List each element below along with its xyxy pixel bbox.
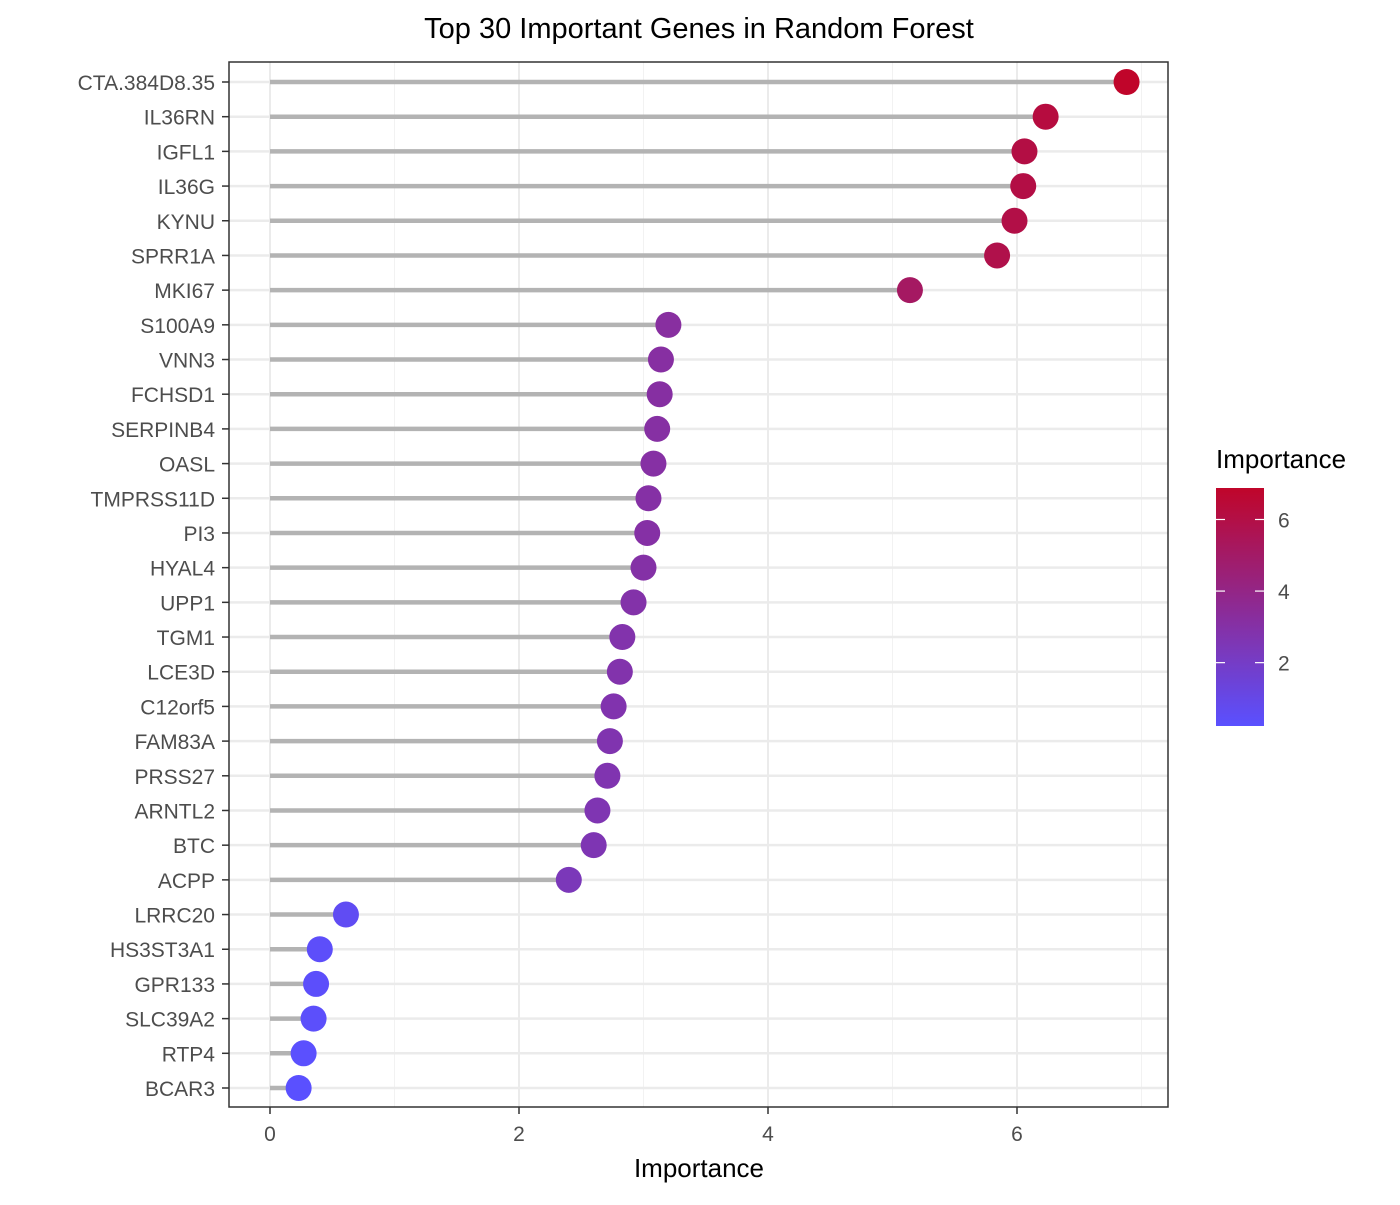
lollipop-point bbox=[647, 346, 674, 373]
lollipop-point bbox=[594, 762, 621, 789]
y-tick-label: FAM83A bbox=[134, 731, 215, 754]
y-tick-label: ARNTL2 bbox=[134, 800, 215, 823]
y-tick-label: KYNU bbox=[157, 211, 215, 234]
legend-colorbar bbox=[1216, 488, 1264, 726]
y-tick-label: LRRC20 bbox=[134, 905, 215, 928]
legend: Importance 2 4 6 bbox=[1216, 444, 1346, 726]
lollipop-point bbox=[1011, 138, 1038, 165]
panel-background bbox=[229, 62, 1168, 1107]
y-tick-label: BCAR3 bbox=[145, 1078, 215, 1101]
y-tick-label: IL36G bbox=[158, 176, 215, 199]
x-axis-label: Importance bbox=[634, 1153, 764, 1183]
x-axis: 0 2 4 6 bbox=[264, 1107, 1023, 1146]
x-tick-label: 4 bbox=[762, 1123, 774, 1146]
y-tick-label: UPP1 bbox=[160, 592, 215, 615]
lollipop-point bbox=[655, 311, 682, 338]
y-tick-label: ACPP bbox=[158, 870, 215, 893]
legend-title: Importance bbox=[1216, 444, 1346, 474]
lollipop-point bbox=[584, 797, 611, 824]
lollipop-point bbox=[1032, 103, 1059, 130]
lollipop-point bbox=[644, 415, 671, 442]
y-tick-label: TGM1 bbox=[157, 627, 215, 650]
lollipop-point bbox=[290, 1040, 317, 1067]
y-tick-label: LCE3D bbox=[147, 662, 215, 685]
lollipop-point bbox=[285, 1075, 312, 1101]
y-tick-label: IGFL1 bbox=[157, 141, 215, 164]
lollipop-point bbox=[300, 1005, 327, 1032]
lollipop-point bbox=[1001, 207, 1028, 234]
lollipop-point bbox=[984, 242, 1011, 269]
legend-tick-label: 2 bbox=[1278, 653, 1290, 676]
y-tick-label: MKI67 bbox=[154, 280, 215, 303]
lollipop-point bbox=[609, 624, 636, 651]
lollipop-point bbox=[634, 519, 661, 546]
lollipop-point bbox=[303, 970, 330, 997]
lollipop-point bbox=[896, 277, 923, 304]
y-tick-label: IL36RN bbox=[144, 107, 215, 130]
y-tick-label: C12orf5 bbox=[140, 696, 215, 719]
y-axis: CTA.384D8.35 IL36RN IGFL1 IL36G KYNU SPRR1A MK… bbox=[78, 72, 229, 1101]
y-tick-label: OASL bbox=[159, 454, 215, 477]
lollipop-point bbox=[596, 728, 623, 755]
lollipop-point bbox=[1113, 69, 1140, 95]
lollipop-point bbox=[580, 832, 607, 859]
y-tick-label: HYAL4 bbox=[150, 558, 215, 581]
y-tick-label: HS3ST3A1 bbox=[110, 939, 215, 962]
lollipop-point bbox=[600, 693, 627, 720]
y-tick-label: PI3 bbox=[183, 523, 215, 546]
lollipop-point bbox=[606, 658, 633, 685]
lollipop-point bbox=[646, 381, 673, 408]
chart-title: Top 30 Important Genes in Random Forest bbox=[424, 13, 974, 45]
legend-tick-label: 4 bbox=[1278, 581, 1290, 604]
y-tick-label: VNN3 bbox=[159, 350, 215, 373]
lollipop-point bbox=[630, 554, 657, 581]
y-tick-label: SPRR1A bbox=[131, 245, 215, 268]
legend-tick-label: 6 bbox=[1278, 509, 1290, 532]
y-tick-label: GPR133 bbox=[134, 974, 215, 997]
x-tick-label: 6 bbox=[1011, 1123, 1023, 1146]
x-tick-label: 2 bbox=[513, 1123, 525, 1146]
x-tick-label: 0 bbox=[264, 1123, 276, 1146]
panel-border bbox=[228, 61, 1169, 1108]
lollipop-point bbox=[555, 866, 582, 893]
y-tick-label: S100A9 bbox=[140, 315, 215, 338]
y-tick-label: SLC39A2 bbox=[125, 1009, 215, 1032]
lollipop-point bbox=[332, 901, 359, 928]
y-tick-label: PRSS27 bbox=[134, 766, 215, 789]
lollipop-point bbox=[640, 450, 667, 477]
y-tick-label: SERPINB4 bbox=[111, 419, 215, 442]
lollipop-point bbox=[620, 589, 647, 616]
y-tick-label: RTP4 bbox=[162, 1043, 216, 1066]
y-tick-label: TMPRSS11D bbox=[91, 488, 215, 511]
lollipop-point bbox=[1010, 173, 1037, 200]
lollipop-point bbox=[635, 485, 662, 512]
y-tick-label: FCHSD1 bbox=[131, 384, 215, 407]
y-tick-label: BTC bbox=[173, 835, 215, 858]
marks bbox=[270, 69, 1140, 1101]
lollipop-point bbox=[306, 936, 333, 963]
y-tick-label: CTA.384D8.35 bbox=[78, 72, 215, 95]
